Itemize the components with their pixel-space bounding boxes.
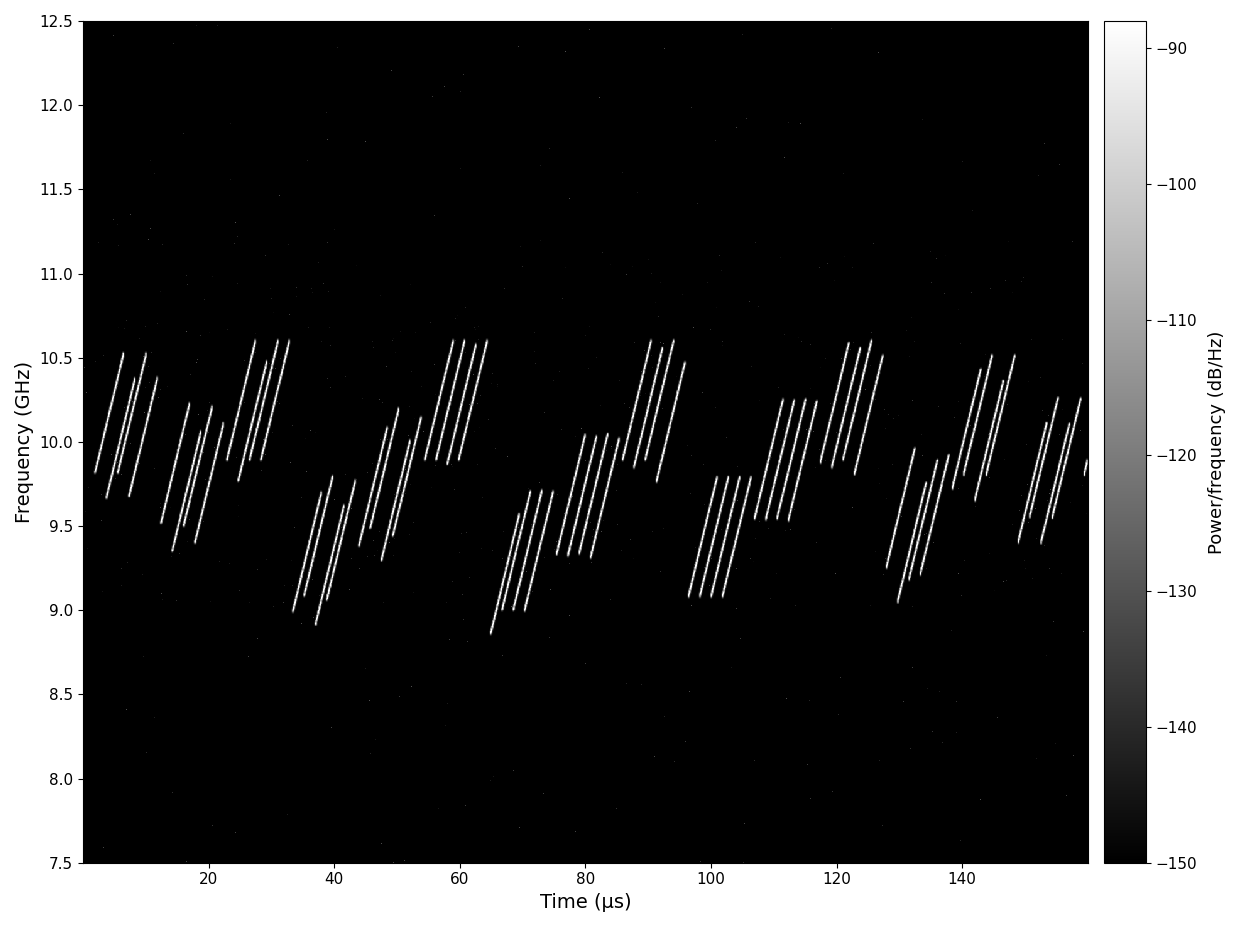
X-axis label: Time (μs): Time (μs) bbox=[539, 893, 631, 912]
Y-axis label: Power/frequency (dB/Hz): Power/frequency (dB/Hz) bbox=[1209, 330, 1226, 553]
Y-axis label: Frequency (GHz): Frequency (GHz) bbox=[15, 361, 33, 523]
